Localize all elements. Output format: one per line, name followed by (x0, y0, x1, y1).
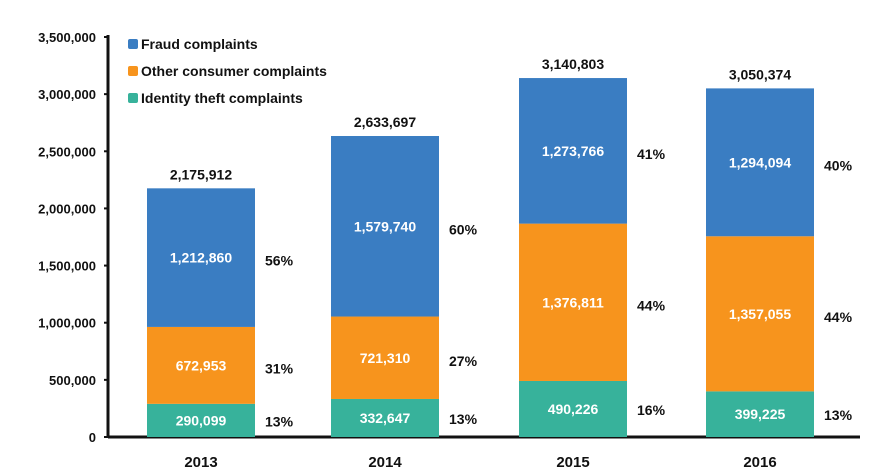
y-tick-label: 3,000,000 (38, 87, 96, 102)
segment-value-label: 490,226 (548, 401, 599, 417)
segment-percent-label: 56% (265, 253, 294, 269)
segment-percent-label: 44% (824, 309, 853, 325)
segment-value-label: 1,357,055 (729, 306, 791, 322)
legend-label: Identity theft complaints (141, 90, 303, 106)
total-label: 2,175,912 (170, 166, 232, 182)
bar-segment (519, 78, 627, 224)
y-tick-label: 2,500,000 (38, 144, 96, 159)
segment-percent-label: 40% (824, 157, 853, 173)
bar-segment (706, 391, 814, 437)
legend-label: Fraud complaints (141, 36, 258, 52)
y-tick-label: 3,500,000 (38, 30, 96, 45)
legend: Fraud complaints Other consumer complaint… (128, 36, 327, 106)
bar-segment (519, 380, 627, 437)
total-label: 3,140,803 (542, 56, 604, 72)
segment-value-label: 672,953 (176, 357, 227, 373)
bar-segment (331, 316, 439, 399)
y-tick-label: 1,500,000 (38, 259, 96, 274)
segment-percent-label: 13% (824, 407, 853, 423)
segment-percent-label: 41% (637, 146, 666, 162)
segment-percent-label: 44% (637, 297, 666, 313)
legend-swatch (128, 66, 138, 76)
legend-label: Other consumer complaints (141, 63, 327, 79)
y-tick-label: 0 (89, 430, 96, 445)
x-tick-label: 2016 (743, 454, 776, 471)
segment-percent-label: 60% (449, 221, 478, 237)
bar-segment (519, 223, 627, 381)
y-tick-label: 1,000,000 (38, 316, 96, 331)
bar-segment (331, 136, 439, 317)
segment-value-label: 1,212,860 (170, 250, 232, 266)
segment-percent-label: 13% (449, 411, 478, 427)
bar-segment (147, 188, 255, 327)
total-label: 2,633,697 (354, 114, 416, 130)
bar-segment (331, 398, 439, 437)
segment-value-label: 1,376,811 (542, 294, 604, 310)
total-label: 3,050,374 (729, 66, 791, 82)
legend-swatch (128, 39, 138, 49)
bar-segment (147, 326, 255, 404)
segment-value-label: 721,310 (360, 350, 411, 366)
legend-swatch (128, 93, 138, 103)
segment-value-label: 1,294,094 (729, 154, 791, 170)
segment-percent-label: 16% (637, 402, 666, 418)
bars: 290,099 13% 672,953 31% 1,212,860 56% 2,175,91… (147, 56, 853, 471)
segment-value-label: 332,647 (360, 410, 411, 426)
y-tick-label: 500,000 (49, 373, 96, 388)
segment-value-label: 290,099 (176, 412, 227, 428)
bar-segment (706, 236, 814, 392)
segment-value-label: 399,225 (735, 406, 786, 422)
segment-value-label: 1,579,740 (354, 218, 416, 234)
y-tick-label: 2,000,000 (38, 201, 96, 216)
bar-segment (147, 403, 255, 437)
segment-percent-label: 27% (449, 353, 478, 369)
segment-percent-label: 13% (265, 413, 294, 429)
segment-value-label: 1,273,766 (542, 143, 604, 159)
x-tick-label: 2013 (184, 454, 217, 471)
x-tick-label: 2015 (556, 454, 589, 471)
x-tick-label: 2014 (368, 454, 402, 471)
bar-segment (706, 88, 814, 237)
segment-percent-label: 31% (265, 360, 294, 376)
